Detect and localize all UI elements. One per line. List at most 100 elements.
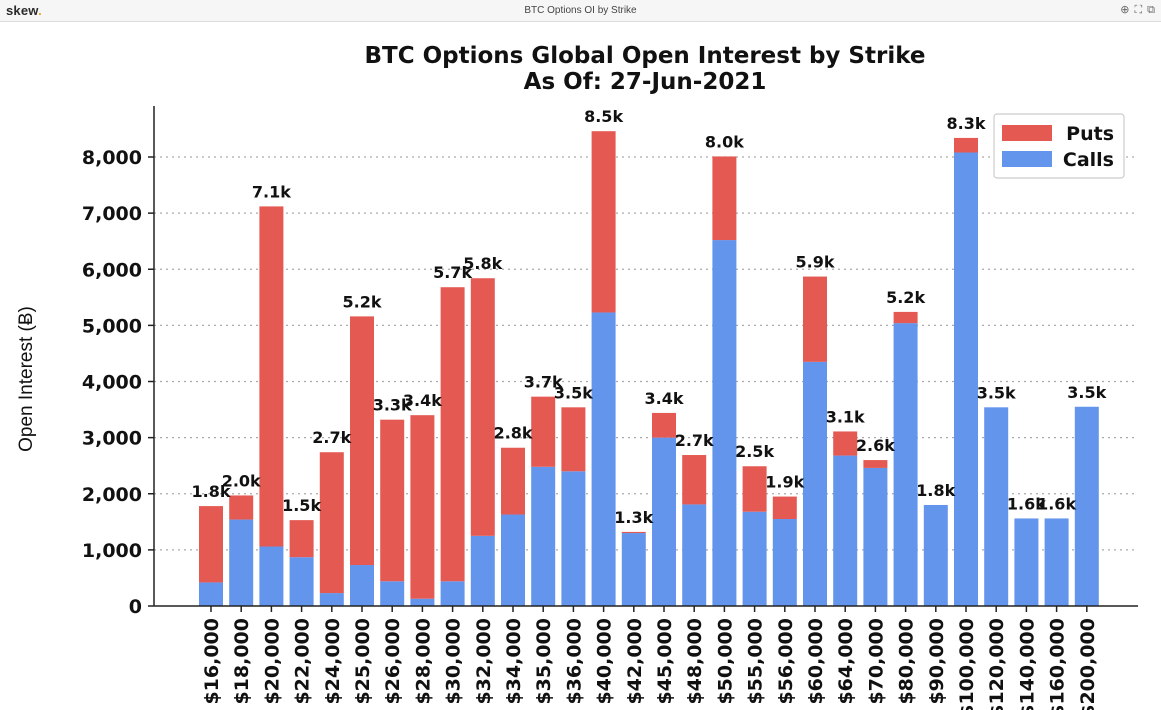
calls-bar [350, 565, 374, 606]
calls-bar [833, 455, 858, 606]
x-tick-label: $16,000 [201, 618, 223, 705]
y-tick-label: 8,000 [82, 147, 142, 169]
calls-bar [259, 546, 284, 606]
puts-bar [833, 431, 858, 456]
calls-bar [440, 581, 465, 606]
x-tick-label: $50,000 [714, 618, 736, 705]
x-tick-label: $26,000 [382, 618, 404, 705]
bar-total-label: 3.1k [826, 407, 865, 426]
puts-bar [712, 156, 737, 241]
bar-total-label: 5.8k [463, 254, 502, 273]
bar-total-label: 8.0k [705, 132, 744, 151]
puts-bar [410, 415, 435, 599]
bar-total-label: 8.5k [584, 107, 623, 126]
x-tick-label: $40,000 [594, 618, 616, 705]
x-tick-label: $55,000 [745, 618, 767, 705]
puts-bar [863, 460, 888, 468]
window-titlebar: skew. BTC Options OI by Strike ⊕ ⛶ ⧉ [0, 0, 1161, 22]
calls-bar [742, 511, 767, 606]
bar-total-label: 8.3k [947, 114, 986, 133]
x-tick-label: $36,000 [563, 618, 585, 705]
x-tick-label: $30,000 [443, 618, 465, 705]
fullscreen-icon[interactable]: ⛶ [1134, 4, 1143, 16]
calls-bar [772, 519, 797, 606]
puts-bar [591, 131, 616, 313]
bar-total-label: 5.2k [886, 288, 925, 307]
x-tick-label: $45,000 [654, 618, 676, 705]
bar-total-label: 3.5k [554, 383, 593, 402]
y-tick-label: 4,000 [82, 372, 142, 394]
bar-total-label: 3.7k [524, 373, 563, 392]
bar-total-label: 1.6k [1007, 494, 1046, 513]
y-tick-label: 5,000 [82, 315, 142, 337]
puts-bar [199, 506, 223, 583]
bar-total-label: 7.1k [252, 182, 291, 201]
bar-total-label: 2.6k [856, 436, 895, 455]
bar-total-label: 5.9k [796, 253, 835, 272]
bar-total-label: 5.7k [433, 263, 472, 282]
x-tick-label: $28,000 [412, 618, 434, 705]
y-tick-label: 3,000 [82, 428, 142, 450]
y-tick-label: 1,000 [82, 540, 142, 562]
zoom-in-icon[interactable]: ⊕ [1120, 4, 1130, 16]
bar-total-label: 1.6k [1037, 494, 1076, 513]
bar-total-label: 2.5k [735, 442, 774, 461]
puts-bar [319, 452, 344, 594]
x-tick-label: $32,000 [473, 618, 495, 705]
x-tick-label: $140,000 [1016, 618, 1038, 710]
calls-bar [621, 533, 646, 606]
calls-bar [229, 519, 254, 606]
calls-bar [863, 467, 888, 606]
bar-total-label: 3.4k [403, 391, 442, 410]
calls-bar [380, 581, 405, 606]
x-tick-label: $100,000 [956, 618, 978, 710]
x-tick-label: $60,000 [805, 618, 827, 705]
bar-total-label: 2.0k [222, 471, 261, 490]
bar-total-label: 3.4k [645, 389, 684, 408]
copy-icon[interactable]: ⧉ [1147, 4, 1155, 16]
calls-legend-swatch [1002, 151, 1052, 167]
puts-bar [289, 520, 314, 558]
puts-bar [772, 496, 797, 520]
x-tick-label: $48,000 [684, 618, 706, 705]
puts-bar [440, 287, 465, 582]
bar-total-label: 1.3k [614, 508, 653, 527]
window-controls: ⊕ ⛶ ⧉ [1115, 3, 1155, 17]
bar-total-label: 1.8k [192, 482, 231, 501]
bar-total-label: 2.8k [494, 424, 533, 443]
bar-total-label: 3.5k [977, 383, 1016, 402]
calls-bar [561, 471, 586, 606]
bar-total-label: 1.9k [765, 473, 804, 492]
puts-bar [893, 311, 918, 324]
calls-bar [1074, 406, 1099, 606]
bar-total-label: 2.7k [312, 428, 351, 447]
bar-total-label: 3.5k [1067, 383, 1106, 402]
puts-bar [954, 137, 978, 153]
x-tick-label: $160,000 [1047, 618, 1069, 710]
calls-bar [591, 312, 616, 606]
puts-bar [501, 447, 525, 515]
x-tick-label: $34,000 [503, 618, 525, 705]
calls-bar [712, 240, 737, 606]
puts-bar [682, 455, 707, 505]
x-tick-label: $42,000 [624, 618, 646, 705]
bar-total-label: 1.8k [916, 481, 955, 500]
bar-total-label: 3.3k [373, 396, 412, 415]
y-tick-label: 2,000 [82, 484, 142, 506]
calls-bar [501, 514, 525, 606]
brand-logo: skew. [6, 3, 42, 18]
x-tick-label: $56,000 [775, 618, 797, 705]
puts-bar [652, 412, 676, 438]
y-tick-label: 7,000 [82, 203, 142, 225]
puts-bar [350, 316, 374, 566]
x-tick-label: $25,000 [352, 618, 374, 705]
x-tick-label: $20,000 [261, 618, 283, 705]
calls-bar [954, 152, 978, 606]
puts-bar [621, 531, 646, 534]
calls-legend-label: Calls [1063, 149, 1114, 171]
x-tick-label: $80,000 [896, 618, 918, 705]
calls-bar [923, 504, 948, 606]
puts-bar [229, 495, 254, 520]
x-tick-label: $120,000 [986, 618, 1008, 710]
puts-bar [742, 466, 767, 512]
